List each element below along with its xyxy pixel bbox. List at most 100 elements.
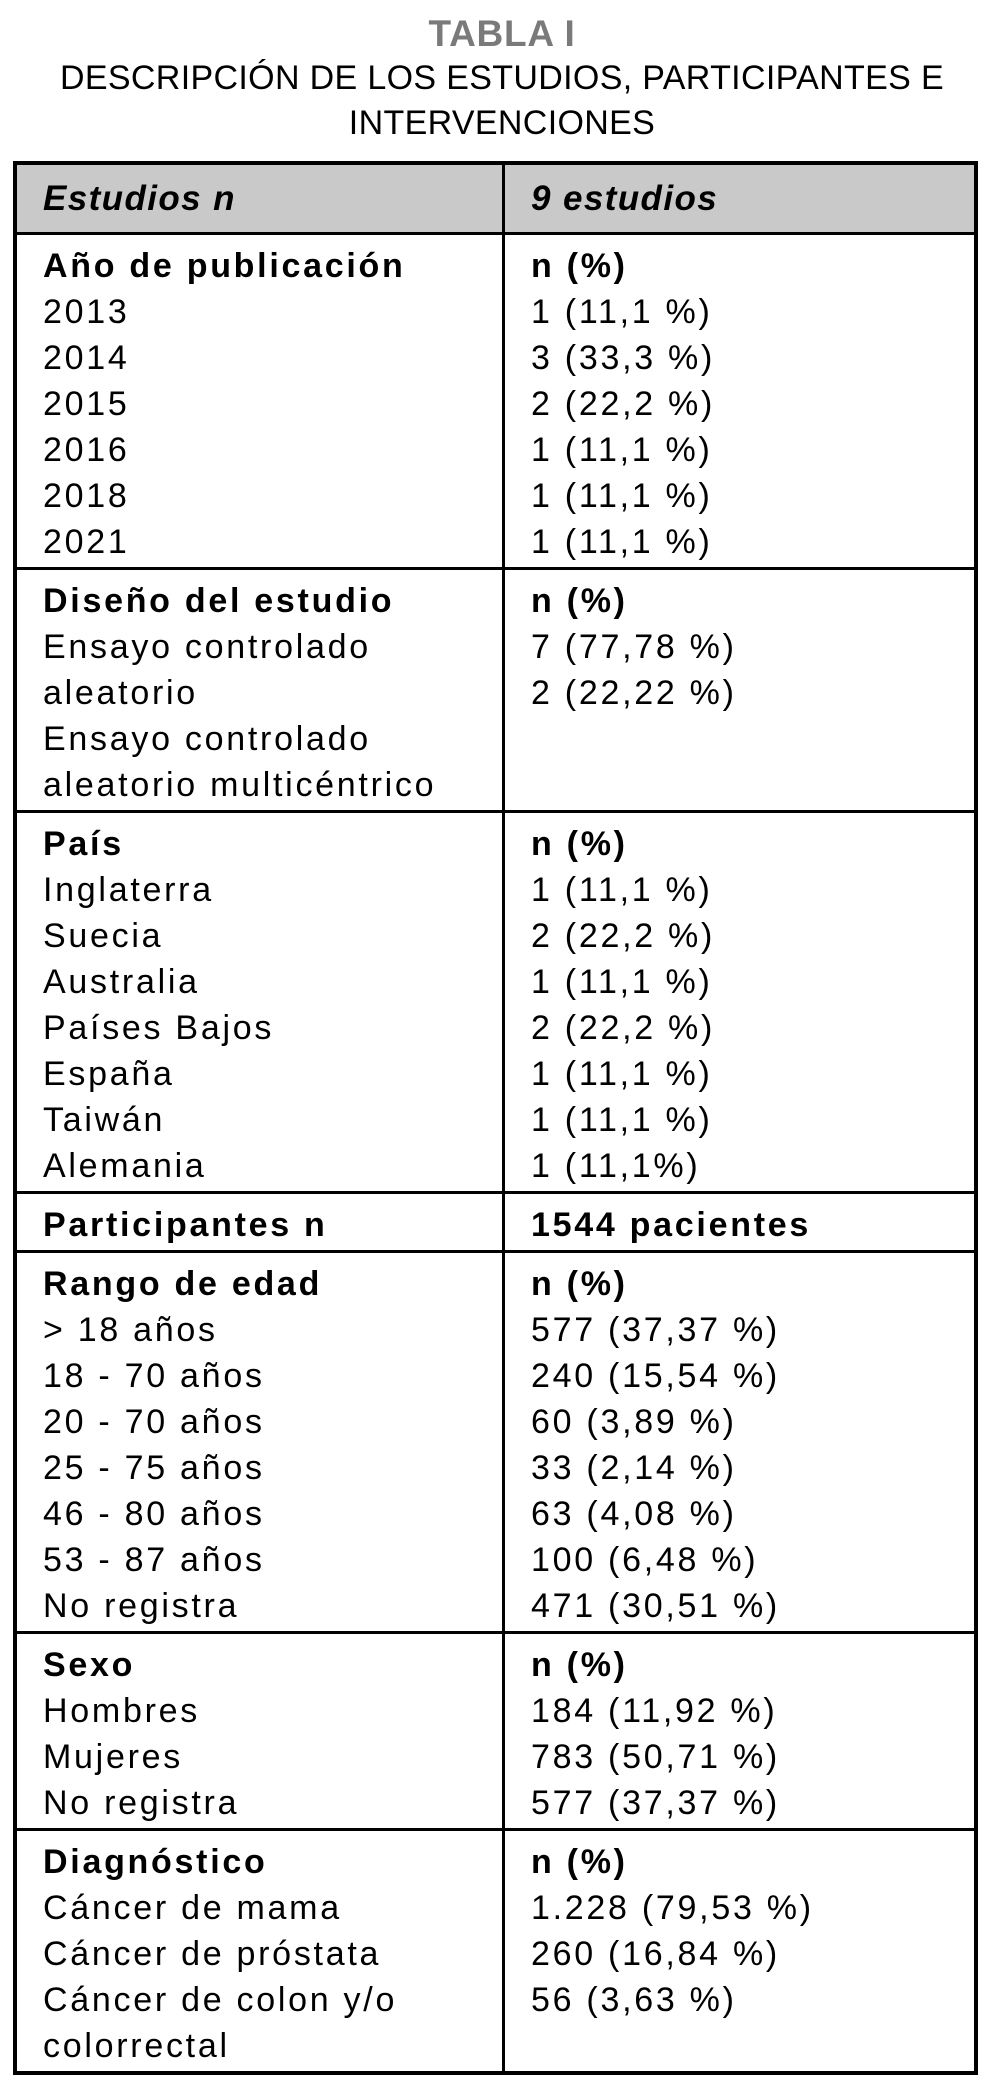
header-cell-estudios: Estudios n	[17, 165, 505, 232]
section-values-cell: n (%) 7 (77,78 %) 2 (22,22 %)	[505, 570, 974, 810]
section-title: País	[43, 825, 124, 863]
table-section-row: Año de publicación 2013 2014 2015 2016 2018 2…	[17, 232, 974, 567]
section-labels-cell: Participantes n	[17, 1194, 505, 1250]
section-item-label: Alemania	[43, 1147, 207, 1185]
section-title: Rango de edad	[43, 1265, 323, 1303]
section-values-cell: n (%) 1 (11,1 %) 3 (33,3 %) 2 (22,2 %) 1 (1…	[505, 235, 974, 567]
section-item-label: 20 - 70 años	[43, 1403, 265, 1441]
section-value-header: 1544 pacientes	[531, 1206, 812, 1244]
section-item-value: 3 (33,3 %)	[531, 339, 716, 377]
section-item-value: 56 (3,63 %)	[531, 1981, 737, 2019]
section-item-label: Taiwán	[43, 1101, 166, 1139]
section-item-value: 240 (15,54 %)	[531, 1357, 780, 1395]
header-label-right: 9 estudios	[531, 178, 719, 218]
table-caption-line-1: DESCRIPCIÓN DE LOS ESTUDIOS, PARTICIPANT…	[59, 59, 945, 97]
section-item-label: 25 - 75 años	[43, 1449, 265, 1487]
section-item-label: 2013	[43, 293, 130, 331]
table-header-row: Estudios n 9 estudios	[17, 165, 974, 232]
section-item-label: Ensayo controlado	[43, 720, 371, 758]
section-item-value: 1 (11,1%)	[531, 1147, 701, 1185]
section-item-value: 60 (3,89 %)	[531, 1403, 737, 1441]
section-item-value: 2 (22,22 %)	[531, 674, 737, 712]
header-cell-total: 9 estudios	[505, 165, 974, 232]
section-values-cell: n (%) 184 (11,92 %) 783 (50,71 %) 577 (37,…	[505, 1634, 974, 1828]
section-labels-cell: Diseño del estudio Ensayo controlado alea…	[17, 570, 505, 810]
section-item-label: No registra	[43, 1587, 240, 1625]
section-value-header: n (%)	[531, 1646, 628, 1684]
section-title: Diseño del estudio	[43, 582, 395, 620]
section-values-cell: n (%) 1 (11,1 %) 2 (22,2 %) 1 (11,1 %) 2 (2…	[505, 813, 974, 1191]
section-title: Sexo	[43, 1646, 136, 1684]
section-title: Año de publicación	[43, 247, 406, 285]
section-item-value: 63 (4,08 %)	[531, 1495, 737, 1533]
section-item-label: Cáncer de mama	[43, 1889, 342, 1927]
section-item-label: 2018	[43, 477, 130, 515]
section-item-value: 1 (11,1 %)	[531, 477, 713, 515]
section-item-label: No registra	[43, 1784, 240, 1822]
section-item-value: 2 (22,2 %)	[531, 385, 716, 423]
section-item-value: 1 (11,1 %)	[531, 1101, 713, 1139]
section-item-label: España	[43, 1055, 175, 1093]
section-item-value: 100 (6,48 %)	[531, 1541, 759, 1579]
section-labels-cell: Sexo Hombres Mujeres No registra	[17, 1634, 505, 1828]
section-labels-cell: País Inglaterra Suecia Australia Países Baj…	[17, 813, 505, 1191]
section-item-value: 1 (11,1 %)	[531, 1055, 713, 1093]
section-item-label: 2021	[43, 523, 130, 561]
section-item-label: Hombres	[43, 1692, 200, 1730]
section-labels-cell: Diagnóstico Cáncer de mama Cáncer de prós…	[17, 1831, 505, 2071]
section-item-value: 577 (37,37 %)	[531, 1784, 780, 1822]
table-section-row: Diagnóstico Cáncer de mama Cáncer de prós…	[17, 1828, 974, 2071]
section-item-label: 18 - 70 años	[43, 1357, 265, 1395]
section-item-value: 1 (11,1 %)	[531, 963, 713, 1001]
section-item-value: 1.228 (79,53 %)	[531, 1889, 814, 1927]
section-item-label: 53 - 87 años	[43, 1541, 265, 1579]
section-item-label: aleatorio	[43, 674, 198, 712]
section-item-label: colorrectal	[43, 2027, 230, 2065]
section-item-value: 7 (77,78 %)	[531, 628, 737, 666]
section-item-value: 1 (11,1 %)	[531, 871, 713, 909]
section-item-label: Suecia	[43, 917, 164, 955]
study-description-table: Estudios n 9 estudios Año de publicación…	[13, 161, 978, 2075]
section-item-value: 2 (22,2 %)	[531, 917, 716, 955]
section-value-header: n (%)	[531, 1843, 628, 1881]
section-value-header: n (%)	[531, 825, 628, 863]
section-item-label: 2014	[43, 339, 130, 377]
table-section-row: Diseño del estudio Ensayo controlado alea…	[17, 567, 974, 810]
table-section-row: País Inglaterra Suecia Australia Países Baj…	[17, 810, 974, 1191]
table-caption-line-2: INTERVENCIONES	[348, 104, 656, 142]
section-item-label: Cáncer de próstata	[43, 1935, 382, 1973]
section-item-value: 2 (22,2 %)	[531, 1009, 716, 1047]
section-values-cell: 1544 pacientes	[505, 1194, 974, 1250]
section-item-value: 33 (2,14 %)	[531, 1449, 737, 1487]
section-item-label: Cáncer de colon y/o	[43, 1981, 398, 2019]
section-item-label: > 18 años	[43, 1311, 218, 1349]
section-item-value: 184 (11,92 %)	[531, 1692, 778, 1730]
section-value-header: n (%)	[531, 582, 628, 620]
section-item-value: 260 (16,84 %)	[531, 1935, 780, 1973]
section-item-value: 471 (30,51 %)	[531, 1587, 780, 1625]
section-item-label: Mujeres	[43, 1738, 183, 1776]
section-item-label: Australia	[43, 963, 200, 1001]
section-item-label: aleatorio multicéntrico	[43, 766, 437, 804]
header-label-left: Estudios n	[43, 178, 236, 218]
table-section-row: Rango de edad > 18 años 18 - 70 años 20 - …	[17, 1250, 974, 1631]
section-item-label: Países Bajos	[43, 1009, 275, 1047]
section-item-value: 1 (11,1 %)	[531, 431, 713, 469]
section-value-header: n (%)	[531, 247, 628, 285]
table-section-row: Sexo Hombres Mujeres No registra n (%) 184…	[17, 1631, 974, 1828]
section-item-value: 577 (37,37 %)	[531, 1311, 780, 1349]
section-item-label: Inglaterra	[43, 871, 214, 909]
section-item-label: 2015	[43, 385, 130, 423]
section-item-value: 1 (11,1 %)	[531, 293, 713, 331]
section-values-cell: n (%) 1.228 (79,53 %) 260 (16,84 %) 56 (3,…	[505, 1831, 974, 2071]
section-item-label: 46 - 80 años	[43, 1495, 265, 1533]
section-title: Diagnóstico	[43, 1843, 268, 1881]
table-number-title: TABLA I	[428, 13, 576, 54]
section-item-label: 2016	[43, 431, 130, 469]
section-item-value: 783 (50,71 %)	[531, 1738, 780, 1776]
section-labels-cell: Año de publicación 2013 2014 2015 2016 2018 2…	[17, 235, 505, 567]
section-values-cell: n (%) 577 (37,37 %) 240 (15,54 %) 60 (3,89…	[505, 1253, 974, 1631]
section-item-value: 1 (11,1 %)	[531, 523, 713, 561]
section-title: Participantes n	[43, 1206, 328, 1244]
section-value-header: n (%)	[531, 1265, 628, 1303]
